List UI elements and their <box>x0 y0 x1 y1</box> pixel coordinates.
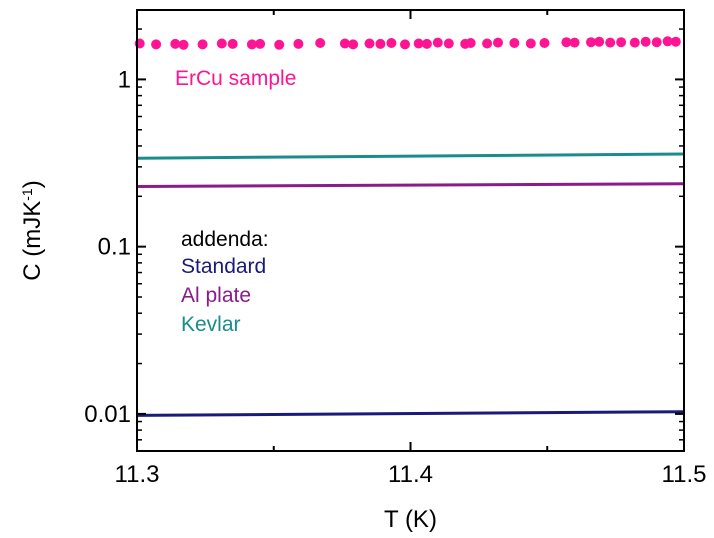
data-point-ercu-sample <box>216 38 227 49</box>
data-point-ercu-sample <box>348 39 359 50</box>
data-point-ercu-sample <box>509 38 520 48</box>
x-tick-label: 11.4 <box>388 461 433 488</box>
sample-label: ErCu sample <box>175 67 296 90</box>
data-point-ercu-sample <box>151 39 162 50</box>
y-tick-label: 0.01 <box>84 401 131 428</box>
data-point-ercu-sample <box>561 37 572 48</box>
y-axis-title-main: C (mJK <box>19 201 46 281</box>
data-point-ercu-sample <box>670 36 681 47</box>
series-line-kevlar <box>136 152 685 160</box>
data-point-ercu-sample <box>274 39 285 50</box>
data-point-ercu-sample <box>432 37 443 48</box>
data-point-ercu-sample <box>339 38 350 49</box>
data-point-ercu-sample <box>315 38 326 48</box>
data-point-ercu-sample <box>651 37 662 48</box>
data-point-ercu-sample <box>465 38 476 48</box>
data-point-ercu-sample <box>569 37 580 48</box>
plot-layer <box>134 36 685 417</box>
addenda-item-kevlar: Kevlar <box>181 313 241 336</box>
data-point-ercu-sample <box>594 36 605 47</box>
series-line-al-plate <box>136 182 685 188</box>
data-point-ercu-sample <box>178 39 189 50</box>
data-point-ercu-sample <box>386 38 397 48</box>
data-point-ercu-sample <box>421 38 432 49</box>
y-axis-title-close: ) <box>19 180 46 188</box>
data-point-ercu-sample <box>246 39 257 50</box>
y-tick-label: 1 <box>118 66 131 93</box>
data-point-ercu-sample <box>170 38 181 49</box>
data-point-ercu-sample <box>364 38 375 49</box>
data-point-ercu-sample <box>629 37 640 48</box>
ticks-layer: 11.3 11.4 11.5 0.01 0.1 1 <box>84 10 706 488</box>
data-point-ercu-sample <box>482 38 493 49</box>
data-point-ercu-sample <box>255 38 266 49</box>
addenda-header: addenda: <box>181 228 269 251</box>
data-point-ercu-sample <box>197 39 208 50</box>
x-tick-label: 11.3 <box>115 461 160 488</box>
series-line-standard <box>136 410 685 417</box>
y-tick-label: 0.1 <box>98 234 131 261</box>
data-point-ercu-sample <box>375 38 386 49</box>
data-point-ercu-sample <box>605 37 616 48</box>
data-point-ercu-sample <box>525 38 536 49</box>
y-axis-title: C (mJK-1) <box>19 180 46 280</box>
data-point-ercu-sample <box>493 37 503 48</box>
addenda-item-standard: Standard <box>181 255 266 278</box>
data-point-ercu-sample <box>616 37 627 48</box>
data-point-ercu-sample <box>400 39 410 50</box>
y-axis-title-exponent: -1 <box>19 188 35 201</box>
data-point-ercu-sample <box>227 38 238 49</box>
data-point-ercu-sample <box>413 38 424 49</box>
data-point-ercu-sample <box>662 36 673 47</box>
x-axis-title: T (K) <box>384 506 437 533</box>
data-point-ercu-sample <box>443 38 454 49</box>
data-point-ercu-sample <box>539 38 550 48</box>
data-point-ercu-sample <box>640 36 651 47</box>
addenda-item-al-plate: Al plate <box>181 284 251 307</box>
x-tick-label: 11.5 <box>662 461 707 488</box>
data-point-ercu-sample <box>293 38 304 49</box>
data-point-ercu-sample <box>586 37 596 48</box>
